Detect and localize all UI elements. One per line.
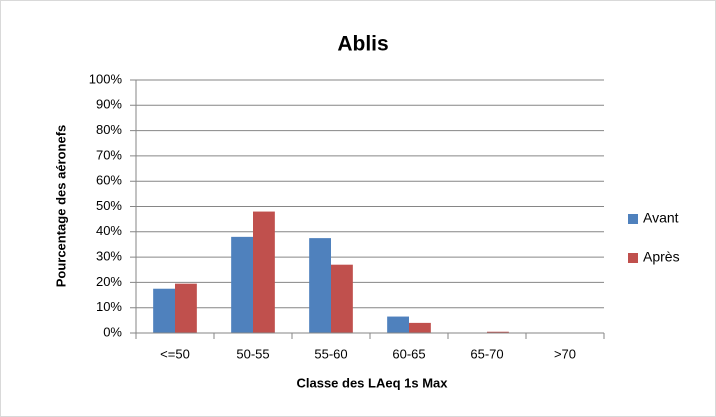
y-tick-label: 30% <box>96 249 122 264</box>
x-tick-label: 65-70 <box>470 346 503 361</box>
bar <box>253 211 275 333</box>
bar <box>487 331 509 333</box>
y-tick-label: 100% <box>89 71 123 86</box>
legend-label: Après <box>643 249 680 265</box>
x-tick-label: 55-60 <box>314 346 347 361</box>
x-tick-label: 60-65 <box>392 346 425 361</box>
bar <box>153 288 175 333</box>
legend-label: Avant <box>643 210 679 226</box>
y-tick-label: 60% <box>96 173 122 188</box>
x-tick-label: 50-55 <box>236 346 269 361</box>
y-tick-label: 0% <box>103 324 122 339</box>
y-tick-label: 90% <box>96 97 122 112</box>
legend-swatch <box>628 253 638 263</box>
y-tick-label: 10% <box>96 299 122 314</box>
x-tick-label: <=50 <box>160 346 190 361</box>
y-axis-label: Pourcentage des aéronefs <box>53 125 68 288</box>
x-tick-label: >70 <box>554 346 576 361</box>
bar <box>231 236 253 333</box>
y-tick-label: 40% <box>96 223 122 238</box>
y-tick-label: 80% <box>96 122 122 137</box>
bar <box>331 264 353 333</box>
x-axis-label: Classe des LAeq 1s Max <box>296 375 448 390</box>
bar <box>175 283 197 333</box>
y-tick-label: 70% <box>96 147 122 162</box>
y-tick-label: 20% <box>96 274 122 289</box>
bar <box>387 316 409 333</box>
legend-swatch <box>628 214 638 224</box>
bar <box>409 322 431 333</box>
bar <box>309 238 331 333</box>
y-tick-label: 50% <box>96 198 122 213</box>
chart-title: Ablis <box>337 33 388 56</box>
